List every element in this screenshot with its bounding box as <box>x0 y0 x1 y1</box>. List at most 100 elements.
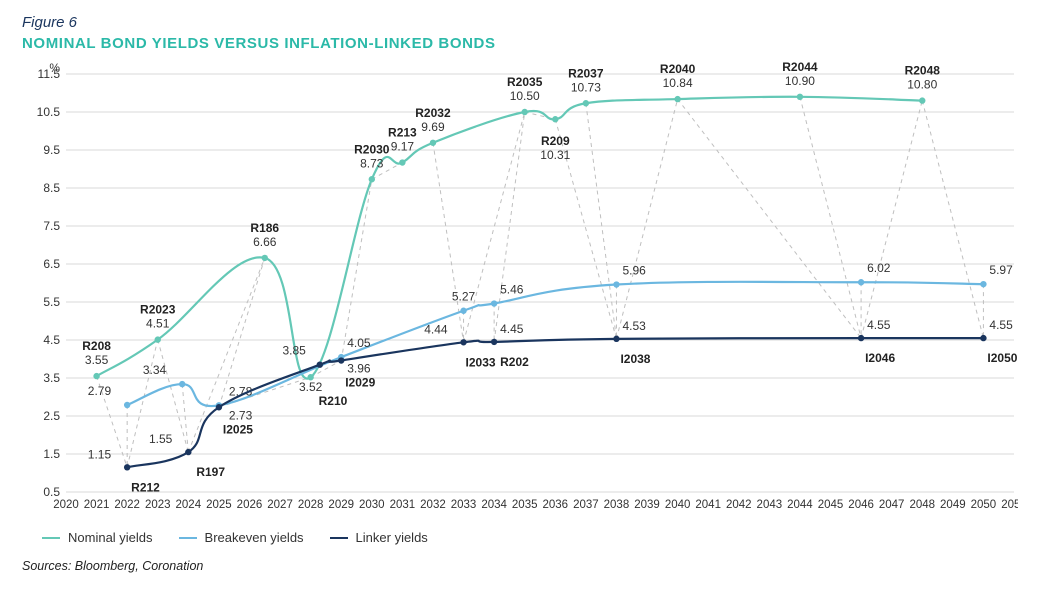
series-point-linker <box>216 404 222 410</box>
x-tick-label: 2038 <box>604 499 630 511</box>
value-label: 10.84 <box>663 76 693 90</box>
x-tick-label: 2020 <box>53 499 79 511</box>
connector-line <box>586 103 617 339</box>
x-tick-label: 2029 <box>328 499 354 511</box>
x-tick-label: 2022 <box>114 499 140 511</box>
bond-code-label: R2037 <box>568 66 604 80</box>
y-tick-label: 2.5 <box>43 409 60 423</box>
series-point-linker <box>185 449 191 455</box>
series-point-nominal <box>674 96 680 102</box>
bond-code-label: I2038 <box>620 352 650 366</box>
series-point-linker <box>338 357 344 363</box>
value-label: 3.34 <box>143 363 167 377</box>
series-point-linker <box>980 335 986 341</box>
value-label: 4.53 <box>622 319 646 333</box>
x-tick-label: 2034 <box>481 499 507 511</box>
y-tick-label: 5.5 <box>43 295 60 309</box>
series-point-nominal <box>430 140 436 146</box>
x-tick-label: 2023 <box>145 499 171 511</box>
y-tick-label: 3.5 <box>43 371 60 385</box>
value-label: 5.96 <box>622 264 646 278</box>
series-point-linker <box>317 362 323 368</box>
value-label: 4.44 <box>424 322 448 336</box>
value-label: 10.90 <box>785 74 815 88</box>
y-tick-label: 0.5 <box>43 485 60 499</box>
y-tick-label: 8.5 <box>43 181 60 195</box>
bond-code-label: R2030 <box>354 142 390 156</box>
series-point-nominal <box>93 373 99 379</box>
value-label: 3.85 <box>282 344 306 358</box>
value-label: 2.73 <box>229 408 253 422</box>
value-label: 5.27 <box>452 290 476 304</box>
x-tick-label: 2051 <box>1001 499 1018 511</box>
value-label: 10.80 <box>907 78 937 92</box>
connector-line <box>494 112 525 342</box>
series-point-nominal <box>262 255 268 261</box>
bond-code-label: R2044 <box>782 62 818 74</box>
value-label: 4.55 <box>867 318 891 332</box>
series-point-nominal <box>583 100 589 106</box>
series-point-breakeven <box>491 300 497 306</box>
bond-code-label: I2050 <box>987 351 1017 365</box>
value-label: 5.97 <box>989 263 1013 277</box>
y-tick-label: 1.5 <box>43 447 60 461</box>
y-tick-label: 10.5 <box>37 105 61 119</box>
legend: Nominal yields Breakeven yields Linker yie… <box>22 530 1018 545</box>
series-line-linker <box>127 338 983 467</box>
series-point-breakeven <box>460 308 466 314</box>
legend-swatch <box>179 537 197 539</box>
x-tick-label: 2027 <box>267 499 293 511</box>
x-tick-label: 2031 <box>390 499 416 511</box>
x-tick-label: 2043 <box>757 499 783 511</box>
series-point-linker <box>460 339 466 345</box>
series-point-nominal <box>522 109 528 115</box>
series-point-linker <box>858 335 864 341</box>
series-point-breakeven <box>858 279 864 285</box>
value-label: 9.17 <box>391 140 415 154</box>
bond-code-label: R213 <box>388 126 417 140</box>
x-tick-label: 2037 <box>573 499 599 511</box>
bond-code-label: R2035 <box>507 75 543 89</box>
bond-code-label: I2025 <box>223 422 253 436</box>
connector-line <box>616 99 677 339</box>
series-point-breakeven <box>179 381 185 387</box>
y-tick-label: 6.5 <box>43 257 60 271</box>
chart-area: 0.51.52.53.54.55.56.57.58.59.510.511.5%2… <box>22 62 1018 522</box>
value-label: 8.73 <box>360 156 384 170</box>
bond-code-label: I2029 <box>345 376 375 390</box>
series-point-nominal <box>797 94 803 100</box>
bond-code-label: R209 <box>541 134 570 148</box>
legend-label: Breakeven yields <box>205 530 304 545</box>
x-tick-label: 2028 <box>298 499 324 511</box>
legend-swatch <box>330 537 348 539</box>
value-label: 4.55 <box>989 318 1013 332</box>
bond-code-label: R2032 <box>415 106 451 120</box>
legend-label: Linker yields <box>356 530 428 545</box>
bond-code-label: R212 <box>131 480 160 494</box>
series-point-nominal <box>552 116 558 122</box>
y-axis-unit: % <box>49 62 60 75</box>
x-tick-label: 2042 <box>726 499 752 511</box>
value-label: 10.50 <box>510 89 540 103</box>
value-label: 10.73 <box>571 80 601 94</box>
legend-label: Nominal yields <box>68 530 153 545</box>
x-tick-label: 2049 <box>940 499 966 511</box>
value-label: 1.15 <box>88 447 112 461</box>
bond-code-label: R202 <box>500 355 529 369</box>
x-tick-label: 2040 <box>665 499 691 511</box>
series-point-breakeven <box>613 281 619 287</box>
value-label: 10.31 <box>540 148 570 162</box>
bond-code-label: R208 <box>82 339 111 353</box>
bond-code-label: I2046 <box>865 351 895 365</box>
series-point-linker <box>613 336 619 342</box>
value-label: 4.45 <box>500 322 524 336</box>
value-label: 9.69 <box>421 120 445 134</box>
x-tick-label: 2041 <box>695 499 721 511</box>
legend-item-nominal: Nominal yields <box>42 530 153 545</box>
value-label: 6.02 <box>867 261 891 275</box>
chart-svg: 0.51.52.53.54.55.56.57.58.59.510.511.5%2… <box>22 62 1018 522</box>
y-tick-label: 9.5 <box>43 143 60 157</box>
figure-number: Figure 6 <box>22 14 1018 31</box>
series-point-nominal <box>919 97 925 103</box>
value-label: 2.79 <box>88 384 112 398</box>
